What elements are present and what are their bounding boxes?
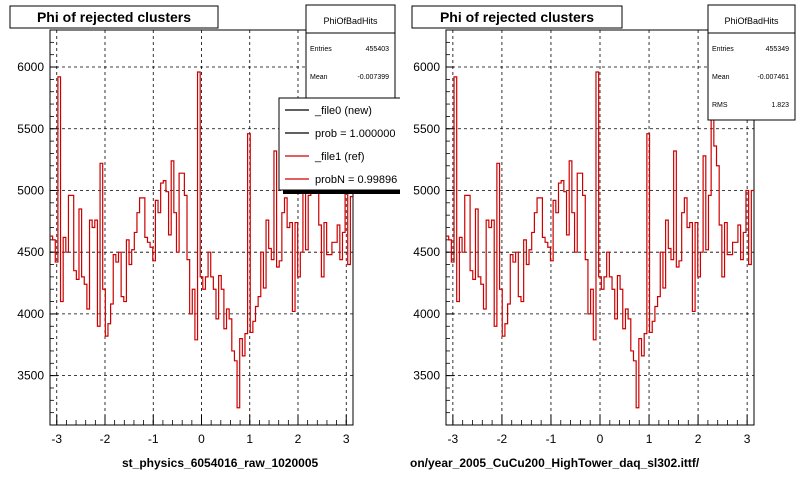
x-tick-label: -1 (148, 432, 159, 446)
y-tick-label: 5500 (17, 122, 44, 136)
y-tick-label: 5500 (413, 122, 440, 136)
legend-label: probN = 0.99896 (315, 174, 397, 186)
stats-label: Entries (310, 46, 332, 53)
x-tick-label: 1 (246, 432, 253, 446)
histogram-series-line (50, 49, 353, 409)
y-tick-label: 5000 (413, 183, 440, 197)
y-tick-label: 3500 (413, 369, 440, 383)
y-tick-label: 4500 (413, 245, 440, 259)
stats-value: 1.823 (771, 102, 789, 109)
stats-label: Mean (310, 74, 328, 81)
x-tick-label: 2 (695, 432, 702, 446)
x-tick-label: 3 (744, 432, 751, 446)
legend-label: _file1 (ref) (314, 151, 365, 163)
left-file-path: st_physics_6054016_raw_1020005 (122, 456, 319, 470)
y-tick-label: 6000 (413, 60, 440, 74)
x-tick-label: -1 (546, 432, 557, 446)
stats-label: Mean (712, 74, 730, 81)
x-tick-label: -3 (448, 432, 459, 446)
right-histogram-chart: 3500 4000 4500 5000 5500 6000 -3 -2 -1 0 1 2 3 Phi of… (411, 4, 796, 446)
x-tick-label: -2 (100, 432, 111, 446)
y-tick-label: 3500 (17, 369, 44, 383)
stats-label: RMS (712, 102, 728, 109)
y-tick-label: 4000 (413, 307, 440, 321)
y-tick-label: 4500 (17, 245, 44, 259)
stats-value: -0.007461 (757, 74, 789, 81)
x-tick-label: 0 (597, 432, 604, 446)
y-tick-label: 6000 (17, 60, 44, 74)
chart-title: Phi of rejected clusters (37, 9, 191, 25)
y-tick-label: 4000 (17, 307, 44, 321)
histogram-series-line (446, 49, 754, 409)
title-box (9, 5, 219, 29)
stats-value: 455403 (366, 46, 389, 53)
chart-title: Phi of rejected clusters (440, 9, 594, 25)
y-tick-label: 5000 (17, 183, 44, 197)
left-histogram-chart: 3500 4000 4500 5000 5500 6000 -3 -2 -1 0 1 2 3 Phi of… (9, 4, 409, 446)
x-tick-label: 2 (295, 432, 302, 446)
stats-name: PhiOfBadHits (724, 16, 779, 26)
stats-value: 455349 (766, 46, 789, 53)
stats-value: -0.007399 (357, 74, 389, 81)
stats-box (707, 4, 796, 121)
right-file-path: on/year_2005_CuCu200_HighTower_daq_sl302… (410, 456, 700, 470)
x-tick-label: 0 (198, 432, 205, 446)
x-tick-label: -3 (51, 432, 62, 446)
right-chart-pad: 3500 4000 4500 5000 5500 6000 -3 -2 -1 0 1 2 3 Phi of… (400, 0, 800, 452)
legend-label: _file0 (new) (314, 105, 372, 117)
legend-label: prob = 1.000000 (315, 128, 395, 140)
x-tick-label: 1 (646, 432, 653, 446)
stats-label: Entries (712, 46, 734, 53)
title-box (411, 5, 623, 29)
x-tick-label: -2 (497, 432, 508, 446)
x-tick-label: 3 (343, 432, 350, 446)
stats-name: PhiOfBadHits (323, 16, 378, 26)
left-chart-pad: 3500 4000 4500 5000 5500 6000 -3 -2 -1 0 1 2 3 Phi of… (0, 0, 409, 452)
